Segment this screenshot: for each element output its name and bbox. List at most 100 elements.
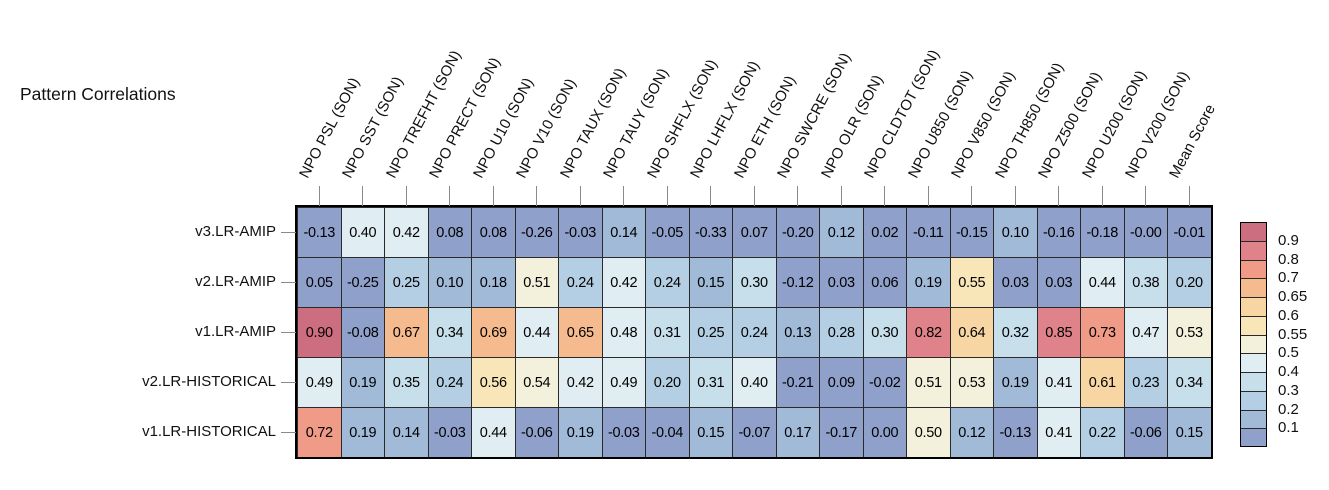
heatmap-cell: 0.20 bbox=[1167, 257, 1211, 307]
heatmap-cell: -0.03 bbox=[427, 407, 471, 457]
x-axis-tick bbox=[1188, 186, 1190, 206]
heatmap-cell: 0.18 bbox=[471, 257, 515, 307]
x-axis-tick bbox=[579, 186, 581, 206]
y-axis-tick bbox=[281, 432, 296, 433]
x-axis-tick bbox=[536, 186, 538, 206]
x-axis-tick bbox=[840, 186, 842, 206]
colorbar-segment bbox=[1240, 409, 1267, 429]
heatmap-cell: -0.06 bbox=[1123, 407, 1167, 457]
colorbar-tick-label: 0.7 bbox=[1278, 269, 1299, 287]
colorbar-segment bbox=[1240, 390, 1267, 410]
heatmap-cell: 0.53 bbox=[1167, 307, 1211, 357]
heatmap-cell: -0.16 bbox=[1036, 207, 1080, 257]
heatmap-cell: 0.24 bbox=[645, 257, 689, 307]
row-label: v1.LR-AMIP bbox=[195, 323, 276, 340]
heatmap-cell: -0.13 bbox=[297, 207, 341, 257]
colorbar-tick-label: 0.1 bbox=[1278, 419, 1299, 437]
heatmap-cell: 0.24 bbox=[427, 357, 471, 407]
heatmap-cell: -0.21 bbox=[775, 357, 819, 407]
heatmap-cell: 0.61 bbox=[1080, 357, 1124, 407]
heatmap-cell: -0.20 bbox=[775, 207, 819, 257]
heatmap-cell: 0.49 bbox=[601, 357, 645, 407]
heatmap-cell: -0.07 bbox=[732, 407, 776, 457]
heatmap-cell: 0.08 bbox=[427, 207, 471, 257]
heatmap-cell: 0.19 bbox=[558, 407, 602, 457]
heatmap-cell: 0.03 bbox=[819, 257, 863, 307]
colorbar-tick-label: 0.6 bbox=[1278, 306, 1299, 324]
colorbar-tick-label: 0.9 bbox=[1278, 231, 1299, 249]
heatmap-cell: 0.67 bbox=[384, 307, 428, 357]
heatmap-cell: 0.90 bbox=[297, 307, 341, 357]
heatmap-cell: 0.44 bbox=[471, 407, 515, 457]
heatmap-cell: 0.65 bbox=[558, 307, 602, 357]
heatmap-cell: 0.35 bbox=[384, 357, 428, 407]
heatmap-cell: -0.05 bbox=[645, 207, 689, 257]
x-axis-tick bbox=[1145, 186, 1147, 206]
x-axis-tick bbox=[449, 186, 451, 206]
x-axis-tick bbox=[666, 186, 668, 206]
heatmap-cell: 0.41 bbox=[1036, 407, 1080, 457]
heatmap-cell: 0.07 bbox=[732, 207, 776, 257]
colorbar-tick-label: 0.2 bbox=[1278, 400, 1299, 418]
colorbar-segment bbox=[1240, 240, 1267, 260]
heatmap-cell: 0.34 bbox=[1167, 357, 1211, 407]
heatmap-cell: 0.31 bbox=[688, 357, 732, 407]
x-axis-tick bbox=[1058, 186, 1060, 206]
heatmap-cell: -0.25 bbox=[340, 257, 384, 307]
colorbar-segment bbox=[1240, 428, 1267, 447]
heatmap-cell: 0.03 bbox=[1036, 257, 1080, 307]
x-axis-tick bbox=[884, 186, 886, 206]
heatmap-cell: 0.55 bbox=[949, 257, 993, 307]
x-axis-tick bbox=[1101, 186, 1103, 206]
heatmap-cell: 0.15 bbox=[688, 407, 732, 457]
heatmap-cell: 0.17 bbox=[775, 407, 819, 457]
heatmap-cell: 0.15 bbox=[688, 257, 732, 307]
heatmap-cell: 0.06 bbox=[862, 257, 906, 307]
heatmap-cell: 0.53 bbox=[949, 357, 993, 407]
heatmap-cell: 0.25 bbox=[384, 257, 428, 307]
y-axis-tick bbox=[281, 232, 296, 233]
heatmap-cell: 0.03 bbox=[993, 257, 1037, 307]
heatmap-cell: 0.25 bbox=[688, 307, 732, 357]
colorbar-tick-label: 0.55 bbox=[1278, 325, 1308, 343]
heatmap-cell: 0.23 bbox=[1123, 357, 1167, 407]
heatmap-cell: 0.14 bbox=[384, 407, 428, 457]
heatmap-cell: -0.02 bbox=[862, 357, 906, 407]
chart-title: Pattern Correlations bbox=[20, 84, 176, 104]
heatmap-cell: 0.50 bbox=[906, 407, 950, 457]
heatmap-cell: 0.02 bbox=[862, 207, 906, 257]
y-axis-tick bbox=[281, 332, 296, 333]
colorbar-tick-label: 0.5 bbox=[1278, 344, 1299, 362]
heatmap-cell: -0.01 bbox=[1167, 207, 1211, 257]
heatmap-cell: -0.13 bbox=[993, 407, 1037, 457]
x-axis-tick bbox=[362, 186, 364, 206]
colorbar-segment bbox=[1240, 334, 1267, 354]
heatmap-cell: 0.30 bbox=[862, 307, 906, 357]
heatmap-cell: 0.42 bbox=[558, 357, 602, 407]
heatmap-cell: -0.06 bbox=[514, 407, 558, 457]
heatmap-cell: 0.19 bbox=[340, 357, 384, 407]
colorbar-tick-label: 0.8 bbox=[1278, 250, 1299, 268]
colorbar-segment bbox=[1240, 222, 1267, 241]
colorbar-segment bbox=[1240, 372, 1267, 391]
column-label: Mean Score bbox=[1165, 101, 1219, 181]
heatmap-cell: 0.14 bbox=[601, 207, 645, 257]
heatmap-cell: 0.54 bbox=[514, 357, 558, 407]
heatmap-cell: -0.08 bbox=[340, 307, 384, 357]
colorbar-segment bbox=[1240, 297, 1267, 316]
heatmap-cell: 0.05 bbox=[297, 257, 341, 307]
row-label: v1.LR-HISTORICAL bbox=[142, 423, 276, 440]
heatmap-cell: 0.28 bbox=[819, 307, 863, 357]
heatmap-cell: 0.24 bbox=[558, 257, 602, 307]
x-axis-tick bbox=[753, 186, 755, 206]
heatmap-cell: 0.09 bbox=[819, 357, 863, 407]
heatmap-cell: 0.10 bbox=[993, 207, 1037, 257]
heatmap-cell: 0.51 bbox=[906, 357, 950, 407]
heatmap-cell: 0.72 bbox=[297, 407, 341, 457]
x-axis-tick bbox=[710, 186, 712, 206]
row-label: v2.LR-HISTORICAL bbox=[142, 373, 276, 390]
heatmap-cell: -0.11 bbox=[906, 207, 950, 257]
heatmap-cell: 0.13 bbox=[775, 307, 819, 357]
heatmap-cell: 0.40 bbox=[732, 357, 776, 407]
